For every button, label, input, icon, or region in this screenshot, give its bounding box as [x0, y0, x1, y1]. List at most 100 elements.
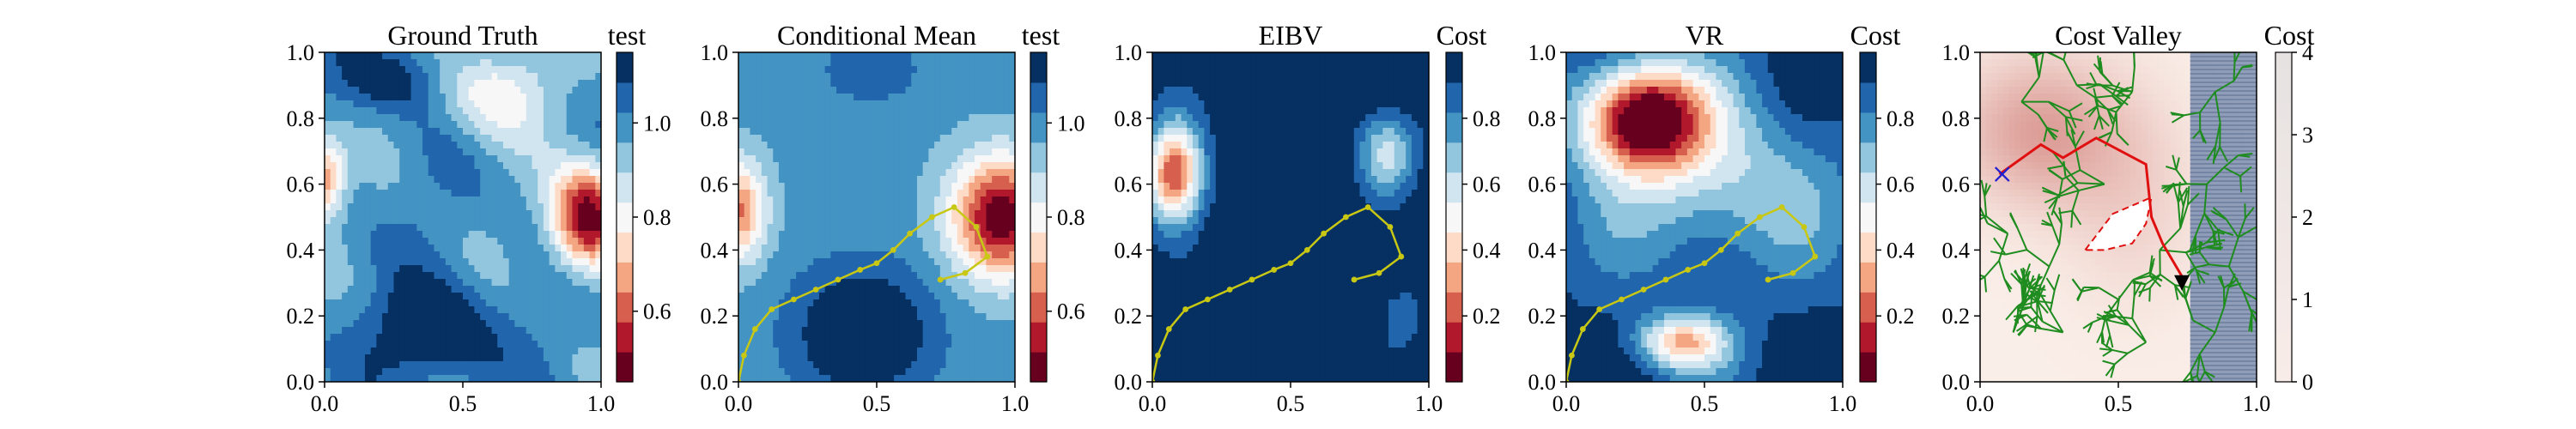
heatmap-cell [508, 121, 515, 129]
heatmap-cell [399, 245, 406, 252]
heatmap-cell [882, 217, 890, 225]
heatmap-cell [589, 169, 596, 177]
heatmap-cell [342, 73, 349, 81]
heatmap-cell [342, 183, 349, 190]
heatmap-cell [451, 183, 458, 190]
heatmap-cell [905, 258, 912, 266]
heatmap-cell [549, 114, 556, 122]
heatmap-cell [1181, 59, 1188, 67]
heatmap-cell [347, 128, 355, 136]
heatmap-cell [1255, 66, 1263, 74]
heatmap-cell [359, 327, 366, 335]
heatmap-cell [859, 320, 866, 328]
heatmap-cell [514, 265, 521, 273]
heatmap-cell [790, 94, 797, 101]
heatmap-cell [738, 334, 745, 341]
heatmap-cell [508, 327, 515, 335]
heatmap-cell [526, 231, 533, 239]
heatmap-cell [457, 334, 464, 341]
heatmap-cell [508, 279, 515, 287]
heatmap-cell [549, 107, 556, 115]
heatmap-cell [387, 224, 395, 232]
heatmap-cell [1285, 66, 1291, 74]
heatmap-cell [848, 148, 854, 156]
heatmap-cell [1325, 73, 1332, 81]
heatmap-cell [934, 361, 941, 369]
heatmap-cell [945, 245, 952, 252]
heatmap-cell [463, 224, 470, 232]
heatmap-cell [992, 190, 999, 197]
heatmap-cell [572, 121, 579, 129]
heatmap-cell [578, 114, 585, 122]
heatmap-cell [376, 258, 383, 266]
colorbar-frame [616, 51, 634, 383]
heatmap-cell [376, 293, 383, 300]
heatmap-cell [376, 190, 383, 197]
heatmap-cell [468, 121, 476, 129]
heatmap-cell [353, 347, 360, 355]
heatmap-cell [526, 334, 533, 341]
heatmap-cell [325, 128, 331, 136]
heatmap-cell [784, 279, 791, 287]
heatmap-cell [422, 100, 429, 108]
heatmap-cell [532, 210, 538, 218]
heatmap-cell [485, 313, 493, 321]
heatmap-cell [491, 148, 498, 156]
heatmap-cell [325, 306, 331, 314]
heatmap-cell [393, 128, 400, 136]
heatmap-cell [1009, 190, 1015, 197]
heatmap-cell [992, 327, 999, 335]
heatmap-cell [399, 94, 406, 101]
heatmap-cell [986, 73, 993, 81]
heatmap-cell [744, 341, 751, 348]
heatmap-cell [508, 224, 515, 232]
heatmap-cell [916, 251, 924, 259]
heatmap-cell [767, 190, 774, 197]
heatmap-cell [750, 293, 756, 300]
heatmap-cell [480, 100, 487, 108]
heatmap-cell [992, 155, 999, 163]
heatmap-cell [818, 279, 826, 287]
heatmap-cell [750, 148, 756, 156]
heatmap-cell [422, 245, 429, 252]
heatmap-cell [555, 231, 562, 239]
heatmap-cell [992, 217, 999, 225]
heatmap-cell [393, 107, 400, 115]
heatmap-cell [1417, 80, 1424, 88]
heatmap-cell [428, 107, 435, 115]
heatmap-cell [784, 286, 791, 293]
heatmap-cell [451, 135, 458, 142]
heatmap-cell [422, 238, 429, 245]
heatmap-cell [922, 59, 929, 67]
heatmap-cell [830, 286, 837, 293]
heatmap-cell [387, 299, 395, 307]
heatmap-cell [916, 354, 924, 362]
heatmap-cell [951, 107, 958, 115]
heatmap-cell [865, 203, 872, 211]
heatmap-cell [440, 224, 447, 232]
heatmap-cell [778, 334, 786, 341]
heatmap-cell [894, 251, 901, 259]
y-tick-label: 0.4 [287, 238, 315, 263]
heatmap-cell [882, 135, 890, 142]
heatmap-cell [457, 231, 464, 239]
heatmap-cell [595, 354, 601, 362]
heatmap-cell [801, 94, 809, 101]
heatmap-cell [877, 368, 884, 376]
heatmap-cell [778, 148, 786, 156]
heatmap-cell [778, 299, 786, 307]
heatmap-cell [410, 148, 417, 156]
heatmap-cell [922, 203, 929, 211]
heatmap-cell [347, 231, 355, 239]
heatmap-cell [761, 306, 769, 314]
heatmap-cell [468, 114, 476, 122]
heatmap-cell [813, 59, 820, 67]
heatmap-cell [399, 354, 406, 362]
heatmap-cell [877, 142, 884, 149]
heatmap-cell [836, 231, 843, 239]
heatmap-cell [888, 80, 895, 88]
heatmap-cell [549, 176, 556, 184]
heatmap-cell [330, 368, 337, 376]
heatmap-cell [922, 169, 929, 177]
heatmap-cell [778, 313, 786, 321]
